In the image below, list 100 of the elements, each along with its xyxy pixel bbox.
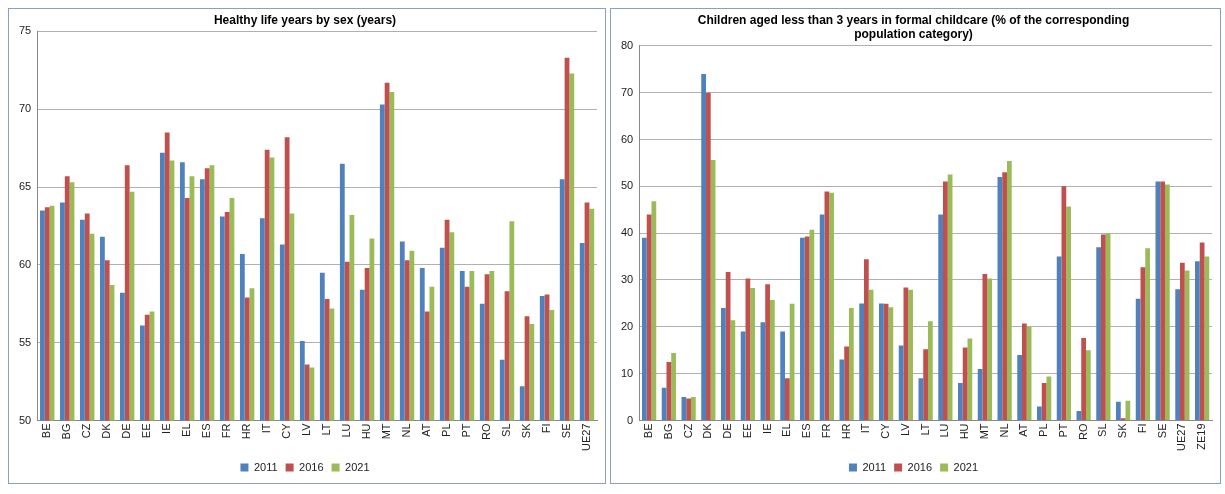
x-tick-label: PL [440, 423, 453, 437]
bar [1145, 248, 1150, 420]
x-tick-label: LT [320, 423, 333, 436]
bar [1101, 234, 1106, 420]
y-tick-label: 20 [620, 319, 634, 332]
y-tick-label: 10 [620, 366, 634, 379]
y-tick-label: 60 [18, 257, 32, 270]
x-tick-label: EE [140, 423, 153, 439]
bar [927, 321, 933, 420]
x-tick-label: FI [540, 423, 553, 434]
bar [1160, 181, 1165, 420]
x-tick-label: NL [400, 423, 413, 438]
bar [671, 353, 676, 420]
y-tick-label: 65 [18, 180, 32, 193]
x-tick-label: HU [360, 423, 373, 440]
bar [784, 378, 790, 420]
x-tick-label: EE [740, 423, 753, 439]
x-tick-label: CY [280, 422, 293, 439]
x-tick-label: SK [1116, 422, 1129, 439]
bar [1180, 262, 1185, 420]
bar [829, 192, 834, 420]
y-tick-label: 70 [620, 85, 634, 98]
y-tick-label: 0 [627, 413, 634, 426]
y-tick-label: 30 [620, 273, 634, 286]
bar [1022, 323, 1027, 420]
x-tick-label: MT [977, 423, 990, 440]
bar [1125, 400, 1131, 420]
bar [1195, 261, 1200, 420]
bar [651, 201, 657, 420]
x-tick-label: FR [220, 423, 233, 439]
bar [1046, 376, 1052, 420]
bar [1056, 256, 1062, 420]
x-tick-label: BE [642, 423, 655, 439]
x-tick-label: ES [800, 423, 813, 439]
bar [765, 284, 770, 420]
x-tick-label: SK [520, 422, 533, 439]
x-tick-label: MT [380, 423, 393, 440]
x-tick-label: ZE19 [1195, 423, 1208, 450]
x-tick-label: PT [1056, 423, 1069, 438]
bar [1002, 172, 1007, 420]
bar [686, 398, 691, 420]
y-tick-label: 75 [18, 24, 32, 37]
x-tick-label: BG [60, 423, 73, 440]
bar [701, 73, 706, 420]
bar [848, 308, 854, 420]
x-tick-label: EL [180, 423, 193, 437]
x-tick-label: RO [1076, 423, 1089, 440]
bar [879, 303, 884, 420]
x-tick-label: UE27 [1175, 423, 1188, 452]
x-tick-label: PL [1037, 423, 1050, 437]
x-tick-label: BE [40, 423, 53, 439]
bar [1037, 406, 1042, 420]
x-tick-label: SE [560, 423, 573, 439]
x-tick-label: LT [918, 423, 931, 436]
bar [690, 397, 696, 420]
x-tick-label: DK [100, 422, 113, 439]
x-tick-label: LU [938, 423, 951, 438]
bar [642, 237, 647, 420]
x-tick-label: DE [120, 423, 133, 439]
bar [809, 229, 815, 420]
y-tick-label: 40 [620, 226, 634, 239]
x-tick-label: IT [859, 423, 872, 434]
x-tick-label: HR [240, 423, 253, 440]
x-tick-label: FR [819, 423, 832, 439]
bar [1096, 247, 1101, 420]
bar [958, 383, 963, 420]
chart-title: Children aged less than 3 years in formal childcare (% of the corresponding population category) [697, 12, 1130, 41]
x-tick-label: DK [701, 422, 714, 439]
x-tick-label: PT [460, 423, 473, 438]
x-tick-label: LV [300, 422, 313, 437]
bar [1135, 298, 1141, 420]
x-tick-label: AT [1017, 423, 1030, 437]
legend-label: 2011 [253, 460, 278, 473]
bar [982, 273, 988, 420]
bar [864, 259, 869, 420]
x-tick-label: IE [160, 423, 173, 434]
bar [1081, 338, 1086, 420]
bar [824, 191, 830, 420]
y-tick-label: 70 [18, 102, 32, 115]
x-tick-label: CZ [681, 423, 694, 439]
bar [1116, 401, 1121, 420]
bar [1017, 354, 1022, 420]
x-tick-label: SL [500, 423, 513, 437]
x-tick-label: CZ [80, 423, 93, 439]
y-tick-label: 50 [18, 413, 32, 426]
y-tick-label: 55 [18, 335, 32, 348]
x-tick-label: ES [200, 423, 213, 439]
bar [1175, 289, 1180, 420]
x-tick-label: HR [839, 423, 852, 440]
x-tick-label: SL [1096, 423, 1109, 437]
x-tick-label: EL [780, 423, 793, 437]
y-tick-label: 60 [620, 132, 634, 145]
legend-label: 2021 [953, 460, 979, 473]
x-tick-label: SE [1155, 423, 1168, 439]
bar [888, 307, 894, 420]
x-tick-label: LV [898, 422, 911, 437]
bar [1164, 184, 1170, 420]
x-tick-label: CY [879, 422, 892, 439]
bar [923, 349, 928, 420]
x-tick-label: UE27 [580, 423, 593, 452]
